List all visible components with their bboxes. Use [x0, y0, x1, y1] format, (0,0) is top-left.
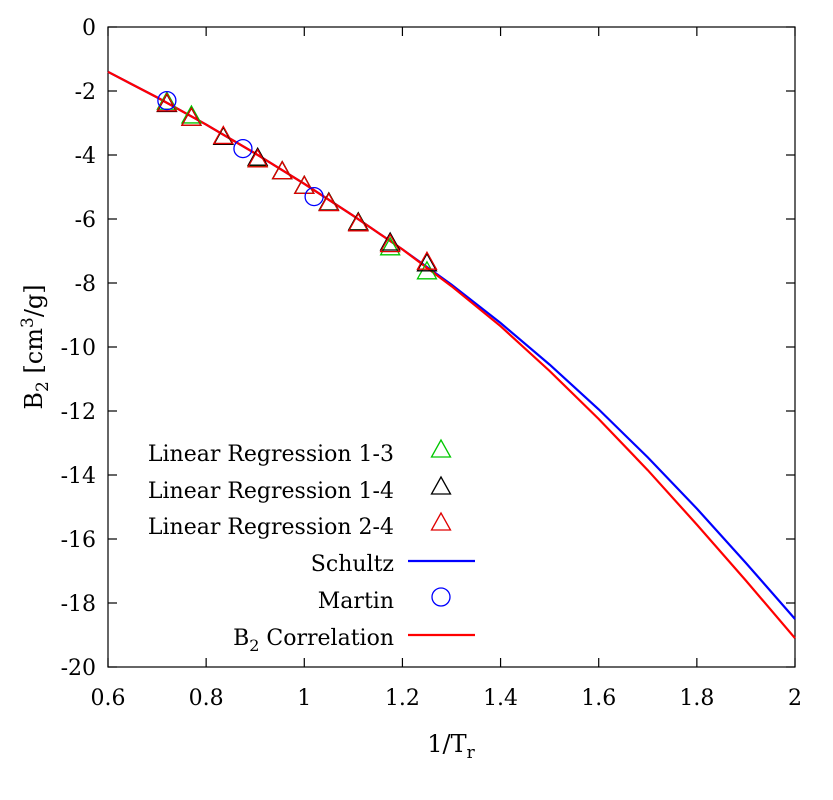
y-tick-label: -12 — [61, 400, 96, 425]
x-tick-label: 1 — [297, 686, 311, 711]
x-axis-label: 1/Tr — [427, 730, 475, 763]
legend-mark-linear-regression-1-3 — [430, 438, 452, 458]
point-linear-regression-2-4 — [347, 212, 369, 232]
point-martin — [157, 90, 177, 111]
point-linear-regression-1-3 — [180, 104, 203, 124]
series-line-b2-correlation — [107, 70, 796, 639]
point-linear-regression-2-4 — [293, 175, 315, 195]
y-tick-label: 0 — [82, 16, 96, 41]
legend: Linear Regression 1-3 Linear Regression … — [148, 438, 475, 655]
x-tick-label: 0.8 — [189, 686, 224, 711]
legend-label-martin: Martin — [318, 589, 394, 614]
legend-mark-linear-regression-1-4 — [430, 475, 452, 495]
y-axis-label: B2 [cm3/g] — [18, 284, 53, 409]
y-tick-label: -2 — [75, 80, 96, 105]
axis-ticks — [107, 26, 796, 668]
x-tick-label: 1.2 — [385, 686, 420, 711]
x-tick-label: 1.6 — [581, 686, 616, 711]
point-martin — [233, 138, 253, 159]
y-tick-label: -18 — [61, 592, 96, 617]
x-tick-label: 1.8 — [679, 686, 714, 711]
legend-label-linear-regression-1-3: Linear Regression 1-3 — [148, 442, 394, 467]
point-linear-regression-1-3 — [379, 236, 401, 256]
point-linear-regression-2-4 — [247, 148, 269, 168]
point-linear-regression-2-4 — [416, 250, 438, 270]
point-linear-regression-1-4 — [379, 231, 401, 251]
legend-label-linear-regression-1-4: Linear Regression 1-4 — [148, 479, 394, 504]
point-linear-regression-2-4 — [271, 160, 293, 180]
point-linear-regression-1-4 — [416, 252, 438, 272]
legend-mark-linear-regression-2-4 — [430, 511, 452, 531]
point-linear-regression-2-4 — [180, 106, 203, 126]
legend-label-b2-correlation: B2 Correlation — [233, 626, 394, 655]
y-tick-label: -8 — [75, 272, 96, 297]
y-tick-label: -4 — [75, 144, 96, 169]
x-tick-label: 1.4 — [483, 686, 518, 711]
legend-label-linear-regression-2-4: Linear Regression 2-4 — [148, 515, 394, 540]
point-linear-regression-2-4 — [212, 125, 234, 145]
y-tick-label: -10 — [61, 336, 96, 361]
point-linear-regression-2-4 — [318, 192, 340, 212]
x-tick-label: 2 — [788, 686, 802, 711]
y-tick-label: -14 — [61, 464, 96, 489]
point-martin — [304, 186, 324, 207]
point-linear-regression-1-4 — [247, 146, 269, 166]
y-tick-label: -6 — [75, 208, 96, 233]
legend-mark-martin — [431, 587, 451, 607]
y-tick-label: -16 — [61, 528, 96, 553]
y-tick-label: -20 — [61, 656, 96, 681]
point-linear-regression-2-4 — [379, 233, 401, 253]
tick-labels: 0.6 0.8 1 1.2 1.4 1.6 1.8 2 0 -2 -4 -6 -8 -10 -12 -14 -1… — [61, 16, 802, 711]
legend-label-schultz: Schultz — [311, 552, 394, 577]
legend-marks — [408, 438, 475, 637]
point-linear-regression-2-4 — [156, 92, 178, 112]
plot-area — [107, 70, 796, 639]
plot-frame — [107, 26, 796, 668]
x-tick-label: 0.6 — [91, 686, 126, 711]
